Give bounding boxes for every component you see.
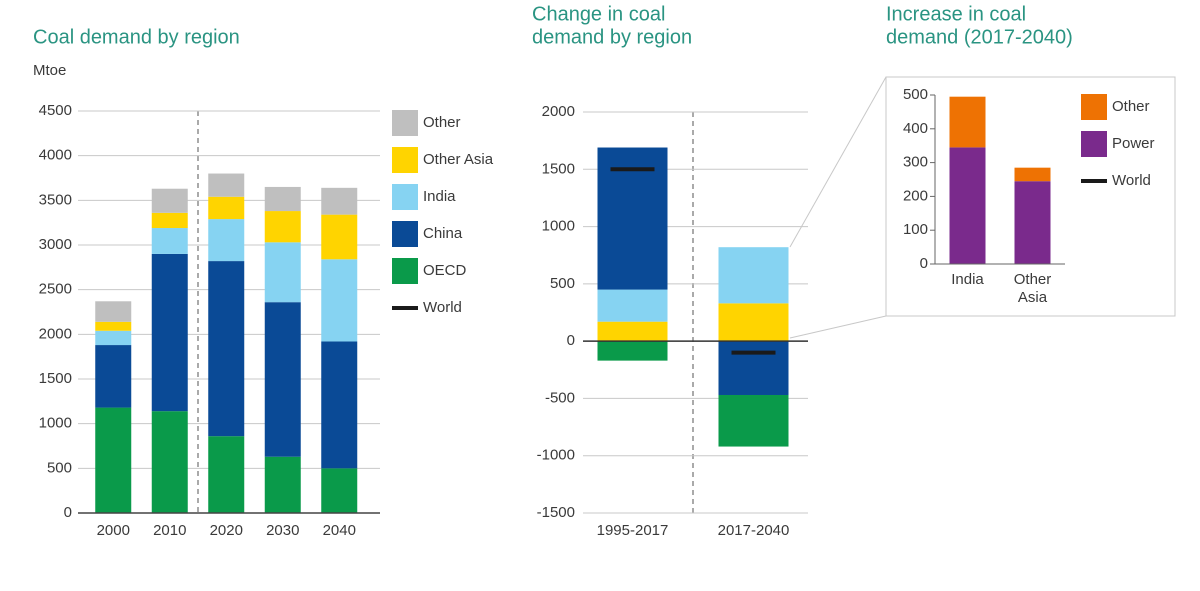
chart-title: demand by region — [532, 26, 692, 48]
bar-segment — [597, 321, 668, 342]
bar-segment — [151, 411, 188, 513]
bar-segment — [208, 436, 245, 513]
y-tick-label: 100 — [903, 221, 928, 238]
bar-segment — [949, 147, 986, 264]
bar-segment — [321, 187, 358, 215]
y-tick-label: 0 — [567, 332, 575, 349]
x-tick-label: India — [951, 271, 984, 288]
y-tick-label: 1500 — [39, 370, 72, 387]
y-tick-label: 1000 — [542, 218, 575, 235]
x-tick-label: 2010 — [153, 522, 186, 539]
y-tick-label: 3500 — [39, 191, 72, 208]
chart-title: demand (2017-2040) — [886, 26, 1073, 48]
legend-label: Other — [423, 114, 461, 131]
bar-segment — [208, 173, 245, 197]
x-tick-label: 2040 — [323, 522, 356, 539]
bar-segment — [264, 211, 301, 243]
bar-segment — [321, 341, 358, 469]
bar-segment — [597, 289, 668, 322]
bar-segment — [949, 96, 986, 148]
bar-segment — [95, 330, 132, 346]
legend-label: World — [423, 299, 462, 316]
bar-segment — [264, 302, 301, 457]
legend-swatch — [1081, 131, 1107, 157]
legend-label: Other Asia — [423, 151, 494, 168]
legend-label: Power — [1112, 135, 1155, 152]
y-tick-label: 0 — [920, 255, 928, 272]
legend-label: World — [1112, 172, 1151, 189]
bar-segment — [95, 321, 132, 331]
y-tick-label: 4500 — [39, 102, 72, 119]
y-tick-label: 3000 — [39, 236, 72, 253]
bar-segment — [95, 407, 132, 513]
bar-segment — [95, 345, 132, 408]
bar-segment — [208, 196, 245, 220]
bar-segment — [718, 341, 789, 395]
bar-segment — [321, 468, 358, 513]
bar-segment — [95, 301, 132, 322]
legend-label: OECD — [423, 262, 467, 279]
bar-segment — [208, 219, 245, 262]
x-tick-label: 2020 — [210, 522, 243, 539]
y-tick-label: -500 — [545, 389, 575, 406]
connector — [789, 76, 887, 248]
y-tick-label: 1000 — [39, 415, 72, 432]
legend-swatch — [392, 221, 418, 247]
y-tick-label: 500 — [550, 275, 575, 292]
chart-title: Change in coal — [532, 3, 665, 25]
y-tick-label: 2000 — [39, 325, 72, 342]
bar-segment — [1014, 167, 1051, 182]
y-tick-label: 500 — [47, 459, 72, 476]
bar-segment — [718, 394, 789, 447]
bar-segment — [321, 259, 358, 342]
y-tick-label: 400 — [903, 120, 928, 137]
x-tick-label: 2030 — [266, 522, 299, 539]
legend-label: Other — [1112, 98, 1150, 115]
legend-swatch — [392, 258, 418, 284]
legend-swatch — [392, 184, 418, 210]
bar-segment — [321, 214, 358, 260]
legend-label: India — [423, 188, 456, 205]
x-tick-label: Other Asia — [1014, 271, 1052, 306]
bar-segment — [1014, 181, 1051, 264]
x-tick-label: 2017-2040 — [718, 522, 790, 539]
y-tick-label: 300 — [903, 154, 928, 171]
bar-segment — [151, 253, 188, 412]
x-tick-label: 1995-2017 — [597, 522, 669, 539]
x-tick-label: 2000 — [97, 522, 130, 539]
bar-segment — [718, 303, 789, 342]
bar-segment — [151, 188, 188, 213]
connector — [789, 315, 887, 339]
bar-segment — [151, 228, 188, 254]
legend-swatch — [392, 147, 418, 173]
y-tick-label: 1500 — [542, 160, 575, 177]
inset-box — [885, 76, 1176, 317]
y-tick-label: 500 — [903, 86, 928, 103]
chart-title: Coal demand by region — [33, 26, 240, 48]
y-tick-label: 0 — [64, 504, 72, 521]
y-tick-label: -1000 — [537, 447, 575, 464]
bar-segment — [264, 456, 301, 513]
bar-segment — [151, 212, 188, 229]
bar-segment — [264, 186, 301, 212]
legend-swatch — [392, 110, 418, 136]
legend-label: China — [423, 225, 463, 242]
y-tick-label: 200 — [903, 187, 928, 204]
bar-segment — [264, 242, 301, 303]
y-tick-label: 4000 — [39, 147, 72, 164]
y-axis-label: Mtoe — [33, 62, 66, 79]
legend-swatch — [1081, 94, 1107, 120]
y-tick-label: 2500 — [39, 281, 72, 298]
chart-title: Increase in coal — [886, 3, 1026, 25]
y-tick-label: 2000 — [542, 103, 575, 120]
bar-segment — [718, 247, 789, 304]
bar-segment — [208, 261, 245, 437]
y-tick-label: -1500 — [537, 504, 575, 521]
bar-segment — [597, 341, 668, 361]
